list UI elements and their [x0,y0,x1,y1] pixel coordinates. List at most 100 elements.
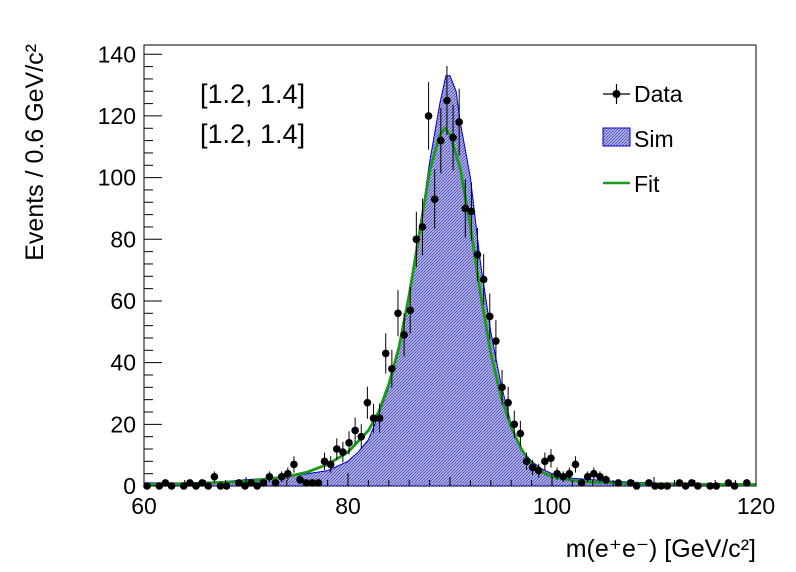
data-point [351,417,359,444]
legend-data-symbol [603,84,630,104]
data-point [437,107,445,174]
data-point [247,479,255,487]
data-point [424,82,433,150]
data-point [596,471,604,483]
data-point [614,479,623,487]
data-point [632,482,641,490]
y-tick-label: 0 [123,473,136,499]
data-point [516,420,525,447]
data-point [290,456,298,473]
data-point [541,452,549,471]
legend-data-label: Data [634,81,683,107]
data-point [681,482,690,490]
data-point [553,467,561,480]
data-point [314,479,323,487]
data-point [583,471,592,483]
data-point [602,475,610,485]
data-point [388,349,396,388]
y-tick-label: 80 [110,226,136,252]
data-point [326,456,335,473]
data-point [339,441,347,463]
data-point [473,227,482,282]
data-point [204,482,213,490]
data-point [492,319,500,363]
y-tick-label: 40 [110,350,136,376]
data-point [467,182,476,241]
x-tick-label: 60 [131,493,157,519]
data-point [308,479,317,487]
data-point [406,286,415,334]
y-tick-label: 120 [98,103,136,129]
data-point [743,479,751,487]
data-point [522,452,531,471]
data-point [663,482,672,490]
data-point [571,456,580,473]
data-point [375,403,384,433]
data-point [430,169,439,229]
data-point [357,424,366,449]
data-point [210,471,219,483]
x-tick-label: 100 [533,493,571,519]
data-point [687,479,696,487]
data-point [381,333,390,374]
data-point [192,482,200,490]
data-point [345,431,353,455]
data-point [559,471,568,483]
data-point [645,479,653,487]
data-point [161,479,170,487]
data-point [626,479,635,487]
data-point [412,211,421,267]
data-point [510,410,519,439]
data-point [320,452,329,471]
data-point [302,479,310,487]
data-point [724,479,733,487]
annotation-1: [1.2, 1.4] [200,79,305,109]
data-point [241,482,249,490]
data-point [271,479,280,487]
data-point [577,479,586,487]
data-point [394,290,402,337]
y-axis-label: Events / 0.6 GeV/c² [21,44,49,261]
data-point [216,482,225,490]
data-point [461,179,470,238]
data-point [706,482,714,490]
legend-sim-symbol [602,127,631,147]
annotation-2: [1.2, 1.4] [200,119,305,149]
data-point [418,198,427,256]
x-axis-label: m(e⁺e⁻) [GeV/c²] [566,535,756,563]
data-point [455,88,463,156]
data-point [712,482,721,490]
data-point [363,386,372,419]
data-point [565,467,574,480]
data-point [528,459,537,476]
data-point [235,479,243,487]
data-point [479,254,488,305]
y-tick-label: 20 [110,411,136,437]
y-tick-label: 100 [98,165,136,191]
data-point [449,104,457,171]
legend: Data Sim Fit [602,81,683,197]
data-point [443,66,451,135]
y-tick-label: 140 [98,41,136,67]
data-point [534,463,543,478]
data-point [730,482,739,490]
data-point [198,479,206,487]
data-point [547,448,555,468]
data-point [485,293,494,340]
data-point [694,482,702,490]
data-point [590,467,598,480]
data-point [167,482,176,490]
legend-fit-label: Fit [634,171,660,197]
data-point [651,482,659,490]
data-point [504,386,512,419]
data-point [498,369,506,405]
data-point [400,313,408,357]
data-point [222,482,231,490]
data-point [332,438,341,460]
data-point [675,479,684,487]
data-point [369,403,378,433]
data-point [265,471,274,483]
data-point [296,475,304,485]
x-tick-label: 80 [335,493,361,519]
data-point [277,471,286,483]
